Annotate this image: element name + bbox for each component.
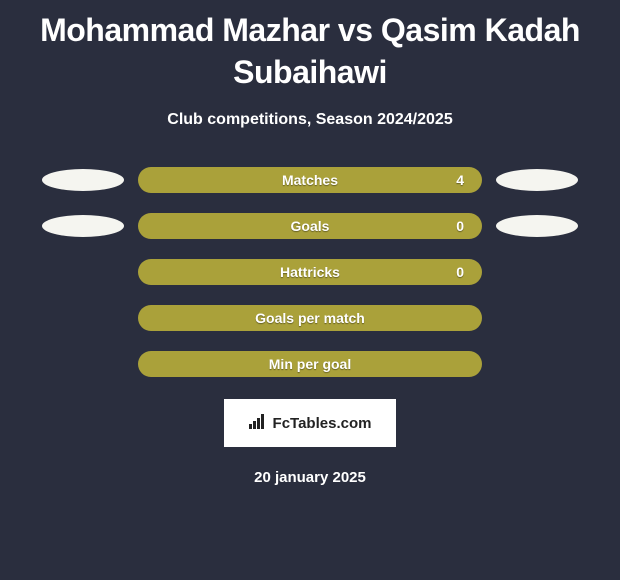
right-side <box>482 169 592 191</box>
stat-pill: Min per goal <box>138 351 482 377</box>
stat-pill: Goals 0 <box>138 213 482 239</box>
stat-pill: Hattricks 0 <box>138 259 482 285</box>
logo-text: FcTables.com <box>273 415 372 432</box>
stat-value-right: 0 <box>456 264 464 280</box>
stat-row-hattricks: Hattricks 0 <box>0 259 620 285</box>
stat-pill: Matches 4 <box>138 167 482 193</box>
stats-rows: Matches 4 Goals 0 Hattricks 0 Goals per … <box>0 167 620 377</box>
page-title: Mohammad Mazhar vs Qasim Kadah Subaihawi <box>0 0 620 93</box>
stat-value-right: 4 <box>456 172 464 188</box>
footer-date: 20 january 2025 <box>0 469 620 486</box>
left-side <box>28 215 138 237</box>
stat-row-matches: Matches 4 <box>0 167 620 193</box>
stat-label: Matches <box>282 172 338 188</box>
stat-label: Hattricks <box>280 264 340 280</box>
left-ellipse <box>42 215 124 237</box>
right-side <box>482 215 592 237</box>
left-ellipse <box>42 169 124 191</box>
stat-label: Min per goal <box>269 356 351 372</box>
right-ellipse <box>496 215 578 237</box>
logo-box: FcTables.com <box>222 397 398 449</box>
stat-row-min-per-goal: Min per goal <box>0 351 620 377</box>
stat-label: Goals <box>291 218 330 234</box>
page-subtitle: Club competitions, Season 2024/2025 <box>0 111 620 129</box>
bars-icon <box>249 413 267 434</box>
stat-label: Goals per match <box>255 310 365 326</box>
stat-value-right: 0 <box>456 218 464 234</box>
stat-row-goals-per-match: Goals per match <box>0 305 620 331</box>
stat-pill: Goals per match <box>138 305 482 331</box>
left-side <box>28 169 138 191</box>
stat-row-goals: Goals 0 <box>0 213 620 239</box>
right-ellipse <box>496 169 578 191</box>
